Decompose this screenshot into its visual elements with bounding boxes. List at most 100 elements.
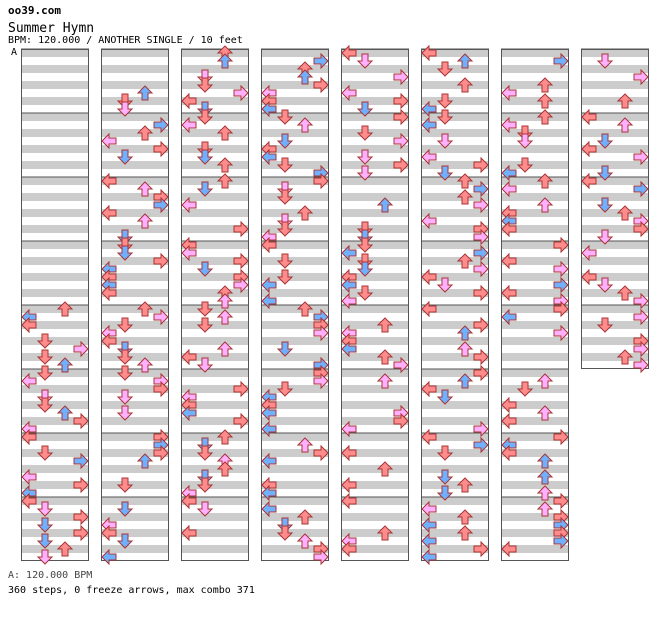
step-arrow-icon	[616, 285, 634, 301]
step-arrow-icon	[136, 125, 154, 141]
beat-stripe	[421, 49, 489, 57]
step-arrow-icon	[436, 165, 454, 181]
step-arrow-icon	[456, 173, 474, 189]
beat-stripe	[501, 225, 569, 233]
beat-stripe	[261, 417, 329, 425]
beat-stripe	[21, 209, 89, 217]
step-arrow-icon	[633, 180, 649, 198]
beat-stripe	[501, 241, 569, 249]
beat-stripe	[501, 449, 569, 457]
beat-stripe	[21, 385, 89, 393]
beat-stripe	[501, 337, 569, 345]
step-arrow-icon	[116, 389, 134, 405]
step-arrow-icon	[436, 485, 454, 501]
step-arrow-icon	[313, 324, 329, 342]
step-arrow-icon	[436, 277, 454, 293]
step-arrow-icon	[393, 356, 409, 374]
beat-stripe	[181, 545, 249, 553]
step-arrow-icon	[233, 412, 249, 430]
beat-stripe	[501, 385, 569, 393]
step-arrow-icon	[296, 117, 314, 133]
step-arrow-icon	[456, 253, 474, 269]
step-arrow-icon	[501, 396, 517, 414]
step-arrow-icon	[501, 540, 517, 558]
step-arrow-icon	[456, 53, 474, 69]
step-arrow-icon	[296, 301, 314, 317]
step-arrow-icon	[553, 236, 569, 254]
beat-stripe	[421, 401, 489, 409]
step-arrow-icon	[536, 405, 554, 421]
beat-stripe	[261, 81, 329, 89]
step-arrow-icon	[36, 501, 54, 517]
step-arrow-icon	[436, 445, 454, 461]
step-arrow-icon	[421, 100, 437, 118]
beat-stripe	[21, 49, 89, 57]
beat-stripe	[341, 481, 409, 489]
site-name: oo39.com	[8, 4, 61, 17]
step-arrow-icon	[501, 180, 517, 198]
beat-stripe	[421, 257, 489, 265]
beat-stripe	[261, 113, 329, 121]
step-arrow-icon	[216, 461, 234, 477]
step-arrow-icon	[101, 172, 117, 190]
beat-stripe	[341, 321, 409, 329]
beat-stripe	[501, 145, 569, 153]
beat-stripe	[341, 241, 409, 249]
step-arrow-icon	[196, 149, 214, 165]
step-arrow-icon	[216, 173, 234, 189]
beat-stripe	[501, 497, 569, 505]
beat-stripe	[421, 177, 489, 185]
step-arrow-icon	[36, 333, 54, 349]
step-arrow-icon	[536, 93, 554, 109]
beat-stripe	[261, 193, 329, 201]
measure-column-border	[501, 49, 569, 561]
step-arrow-icon	[473, 348, 489, 366]
beat-stripe	[101, 401, 169, 409]
step-arrow-icon	[276, 381, 294, 397]
beat-stripe	[181, 145, 249, 153]
step-arrow-icon	[101, 284, 117, 302]
beat-stripe	[341, 337, 409, 345]
beat-stripe	[341, 545, 409, 553]
beat-stripe	[421, 321, 489, 329]
step-arrow-icon	[456, 325, 474, 341]
step-arrow-icon	[116, 317, 134, 333]
beat-stripe	[181, 273, 249, 281]
beat-stripe	[181, 321, 249, 329]
beat-stripe	[341, 129, 409, 137]
beat-stripe	[21, 529, 89, 537]
beat-stripe	[181, 81, 249, 89]
beat-stripe	[101, 129, 169, 137]
beat-stripe	[261, 257, 329, 265]
beat-stripe	[21, 129, 89, 137]
step-arrow-icon	[553, 428, 569, 446]
step-arrow-icon	[596, 53, 614, 69]
step-arrow-icon	[456, 525, 474, 541]
step-arrow-icon	[196, 109, 214, 125]
step-arrow-icon	[356, 53, 374, 69]
beat-stripe	[21, 305, 89, 313]
beat-stripe	[261, 465, 329, 473]
beat-stripe	[421, 241, 489, 249]
step-arrow-icon	[313, 52, 329, 70]
beat-stripe	[341, 177, 409, 185]
step-arrow-icon	[196, 261, 214, 277]
step-arrow-icon	[553, 532, 569, 550]
beat-stripe	[21, 161, 89, 169]
beat-stripe	[101, 193, 169, 201]
beat-stripe	[341, 401, 409, 409]
beat-stripe	[101, 449, 169, 457]
step-arrow-icon	[553, 324, 569, 342]
beat-stripe	[261, 289, 329, 297]
step-arrow-icon	[516, 133, 534, 149]
step-arrow-icon	[421, 268, 437, 286]
beat-stripe	[581, 289, 649, 297]
step-arrow-icon	[261, 452, 277, 470]
step-arrow-icon	[276, 221, 294, 237]
step-arrow-icon	[596, 277, 614, 293]
step-arrow-icon	[101, 524, 117, 542]
step-arrow-icon	[393, 68, 409, 86]
beat-stripe	[501, 289, 569, 297]
step-arrow-icon	[136, 453, 154, 469]
beat-stripe	[421, 305, 489, 313]
